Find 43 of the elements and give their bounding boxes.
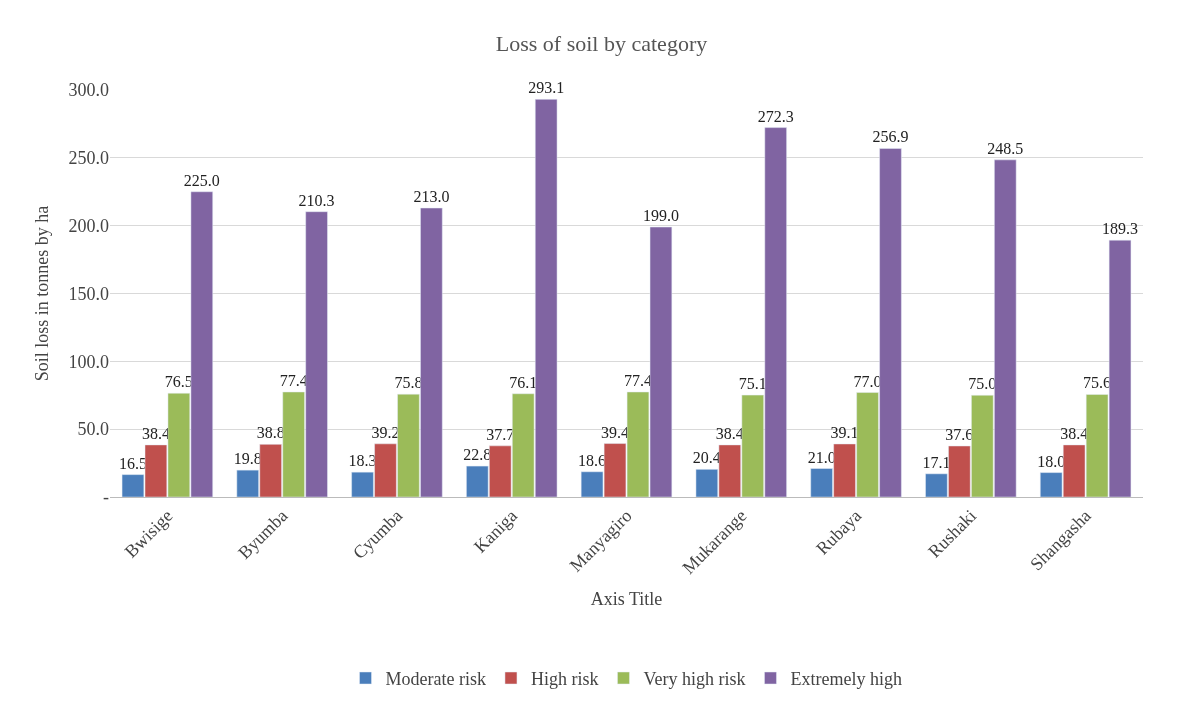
data-label: 38.4 xyxy=(1060,424,1089,442)
data-label: 225.0 xyxy=(183,171,220,189)
data-label: 76.1 xyxy=(509,373,538,391)
legend-label: Extremely high xyxy=(790,669,902,690)
data-label: 39.2 xyxy=(371,423,400,441)
data-label: 75.0 xyxy=(968,375,997,393)
data-label: 17.1 xyxy=(922,453,951,471)
data-label: 18.3 xyxy=(348,452,377,470)
chart-title: Loss of soil by category xyxy=(495,30,708,56)
data-label: 18.0 xyxy=(1037,452,1066,470)
data-label: 39.1 xyxy=(830,423,859,441)
y-tick-label: 200.0 xyxy=(68,215,109,236)
data-label: 248.5 xyxy=(987,139,1024,157)
y-axis-title: Soil loss in tonnes by ha xyxy=(31,205,52,382)
data-label: 189.3 xyxy=(1102,220,1139,238)
data-label: 38.4 xyxy=(715,424,744,442)
data-label: 77.4 xyxy=(279,371,308,389)
x-axis-title: Axis Title xyxy=(590,588,663,609)
data-label: 38.4 xyxy=(141,424,170,442)
data-label: 37.6 xyxy=(945,425,974,443)
legend-label: Very high risk xyxy=(643,669,746,690)
data-label: 39.4 xyxy=(601,423,630,441)
data-label: 272.3 xyxy=(757,107,794,125)
data-label: 20.4 xyxy=(692,449,721,467)
data-label: 77.4 xyxy=(623,371,652,389)
legend-label: Moderate risk xyxy=(385,669,486,690)
legend-label: High risk xyxy=(530,669,599,690)
y-tick-label: 150.0 xyxy=(68,283,109,304)
data-label: 210.3 xyxy=(298,191,335,209)
data-label: 75.6 xyxy=(1083,374,1112,392)
y-tick-label: 300.0 xyxy=(68,80,109,101)
y-tick-label: 50.0 xyxy=(77,419,109,440)
data-label: 37.7 xyxy=(486,425,515,443)
data-label: 22.8 xyxy=(463,446,492,464)
data-label: 75.1 xyxy=(738,375,767,393)
data-label: 256.9 xyxy=(872,128,909,146)
y-tick-label: 100.0 xyxy=(68,351,109,372)
data-label: 213.0 xyxy=(413,188,450,206)
data-label: 18.6 xyxy=(578,451,607,469)
data-label: 199.0 xyxy=(642,207,679,225)
y-tick-label: - xyxy=(103,487,109,508)
y-tick-label: 250.0 xyxy=(68,148,109,169)
data-label: 293.1 xyxy=(528,79,565,97)
